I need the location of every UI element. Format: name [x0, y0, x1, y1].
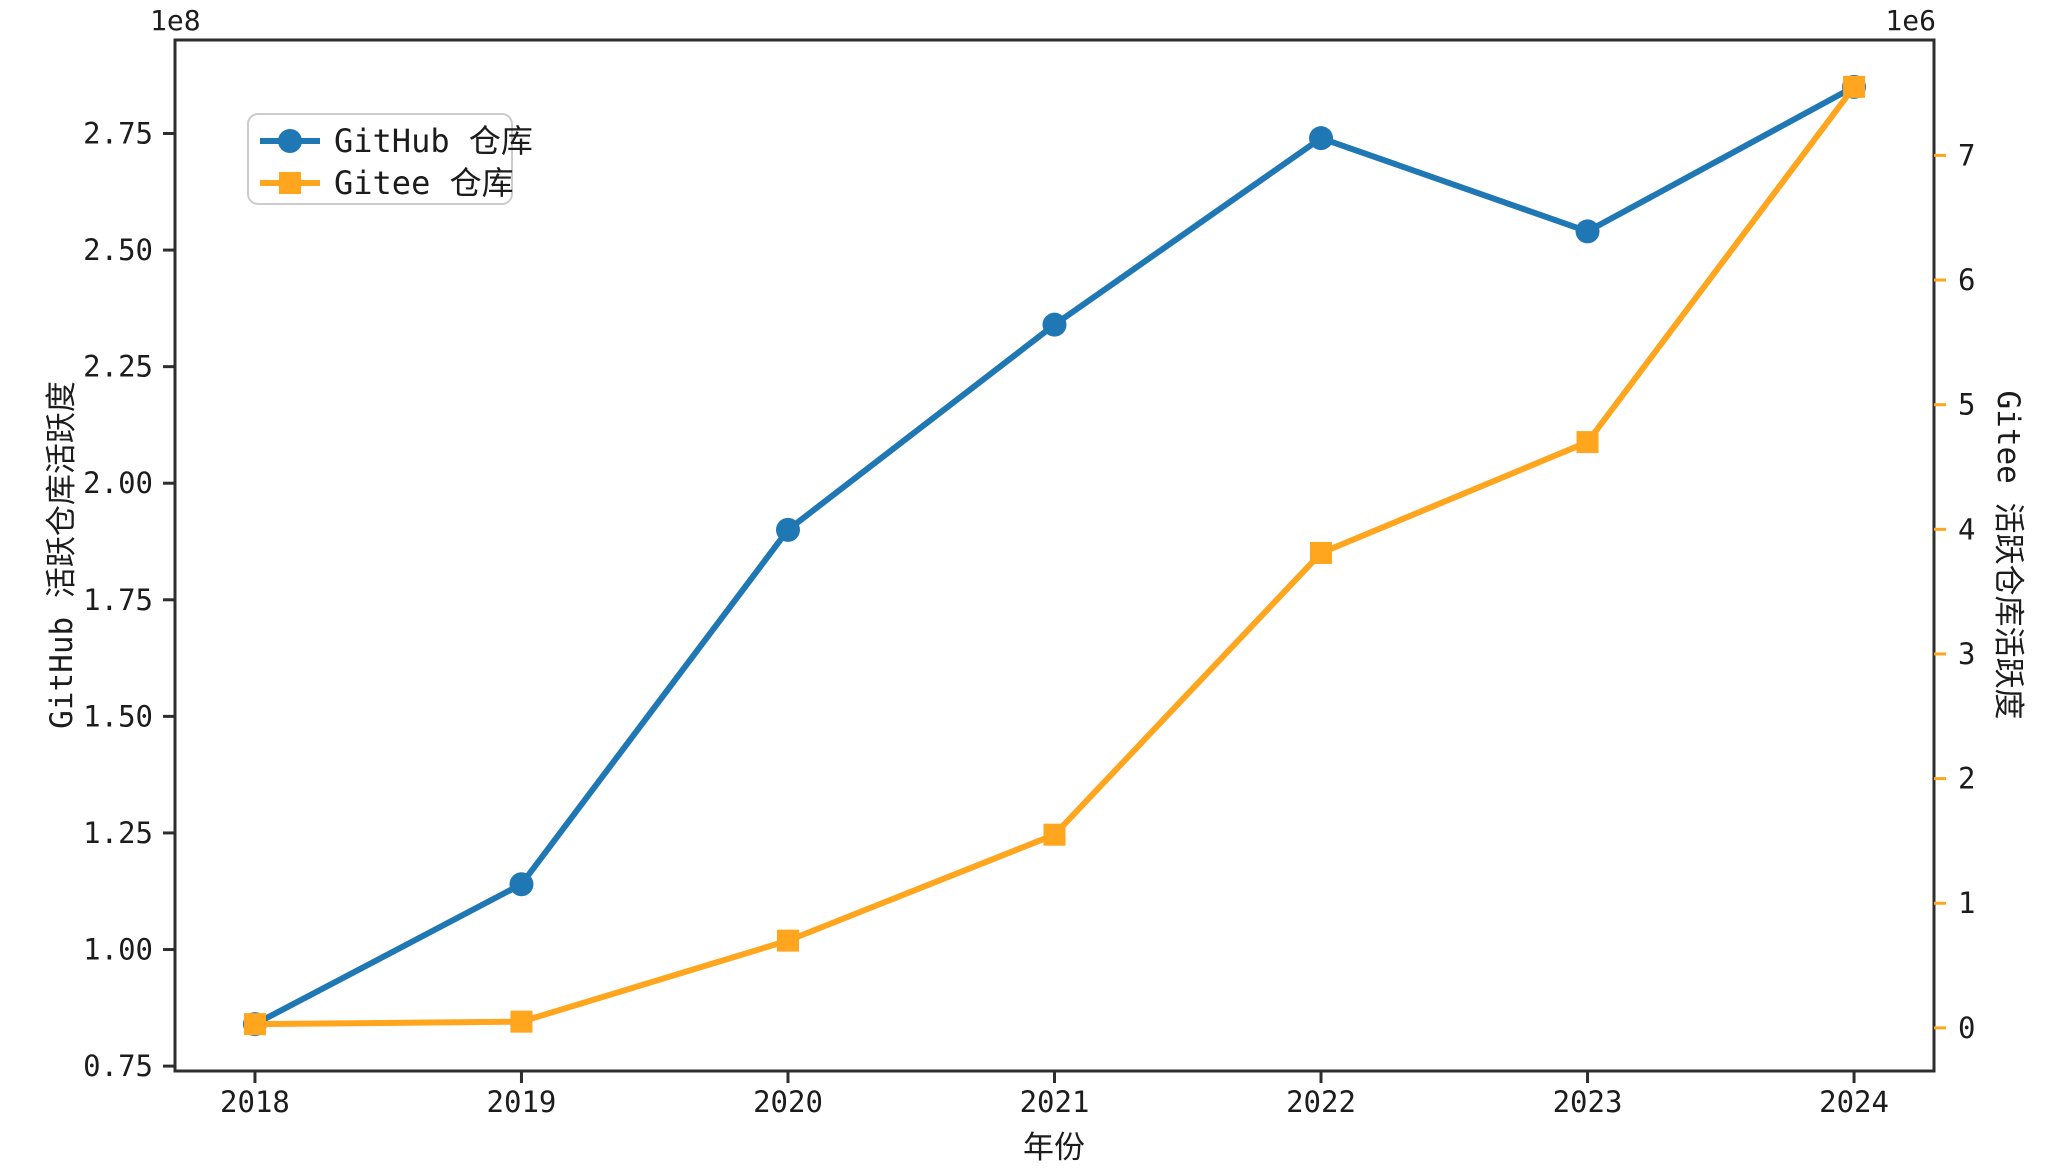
left-tick-label: 0.75	[83, 1049, 153, 1083]
data-point-square	[510, 1010, 533, 1033]
data-point-circle	[1309, 126, 1334, 151]
series-line-github	[251, 83, 1858, 1028]
right-tick-label: 5	[1958, 388, 1975, 422]
x-tick-label: 2020	[753, 1085, 823, 1119]
data-point-circle	[509, 872, 534, 897]
legend-label-gitee: Gitee 仓库	[334, 164, 514, 202]
left-tick-label: 2.75	[83, 116, 153, 150]
data-point-square	[776, 929, 799, 952]
right-tick-label: 0	[1958, 1011, 1975, 1045]
data-point-circle	[1575, 219, 1600, 244]
left-tick-label: 2.00	[83, 466, 153, 500]
right-tick-label: 2	[1958, 762, 1975, 796]
x-axis-label: 年份	[1023, 1130, 1085, 1166]
x-tick-label: 2018	[220, 1085, 290, 1119]
data-point-circle	[1042, 312, 1067, 337]
x-tick-label: 2019	[487, 1085, 557, 1119]
x-tick-label: 2024	[1819, 1085, 1889, 1119]
left-tick-label: 1.25	[83, 816, 153, 850]
data-point-square	[243, 1013, 266, 1036]
legend-square-marker-gitee	[279, 172, 301, 194]
right-tick-label: 3	[1958, 637, 1975, 671]
legend-circle-marker-github	[278, 129, 302, 153]
series-line-gitee	[251, 83, 1858, 1028]
legend-label-github: GitHub 仓库	[334, 122, 533, 160]
x-tick-label: 2022	[1286, 1085, 1356, 1119]
right-tick-label: 7	[1958, 138, 1975, 172]
left-axis-scale-label: 1e8	[150, 4, 201, 37]
data-point-square	[1310, 542, 1333, 565]
left-tick-label: 2.25	[83, 350, 153, 384]
right-axis-scale-label: 1e6	[1885, 4, 1936, 37]
left-tick-label: 1.50	[83, 699, 153, 733]
legend: GitHub 仓库 Gitee 仓库	[247, 113, 533, 205]
left-tick-label: 1.75	[83, 583, 153, 617]
x-tick-label: 2023	[1553, 1085, 1623, 1119]
right-axis-ticks: 0 1 2 3 4 5 6 7	[1934, 138, 1975, 1045]
right-tick-label: 1	[1958, 886, 1975, 920]
data-point-square	[1576, 431, 1599, 454]
left-axis-label: GitHub 活跃仓库活跃度	[44, 381, 80, 729]
data-point-circle	[775, 517, 800, 542]
left-tick-label: 1.00	[83, 933, 153, 967]
left-tick-label: 2.50	[83, 233, 153, 267]
data-series-group	[242, 74, 1867, 1037]
x-axis-ticks: 2018 2019 2020 2021 2022 2023 2024	[220, 1071, 1889, 1119]
right-axis-label: Gitee 活跃仓库活跃度	[1990, 391, 2026, 720]
right-tick-label: 6	[1958, 263, 1975, 297]
right-tick-label: 4	[1958, 512, 1975, 546]
x-tick-label: 2021	[1020, 1085, 1090, 1119]
left-axis-ticks: 0.75 1.00 1.25 1.50 1.75 2.00 2.25 2.50 2.75	[83, 116, 175, 1083]
data-point-square	[1043, 823, 1066, 846]
data-point-square	[1843, 75, 1866, 98]
